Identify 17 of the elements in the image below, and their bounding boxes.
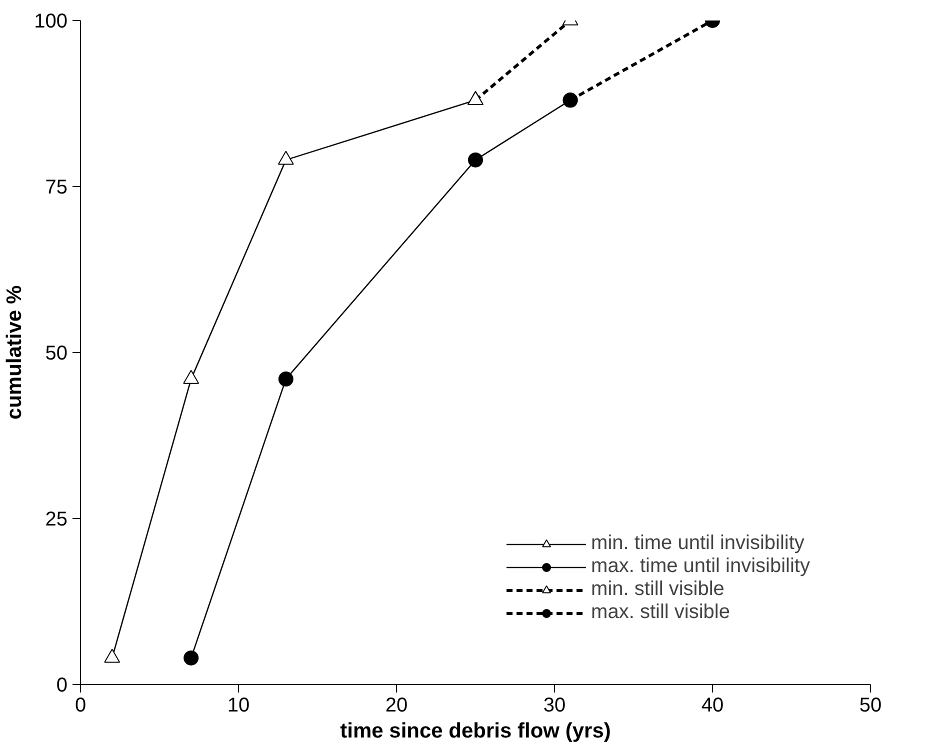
x-tick-label: 20 [385,694,408,716]
x-tick-label: 0 [74,694,86,716]
x-tick-label: 10 [227,694,250,716]
legend-label: max. time until invisibility [591,555,810,578]
x-tick-label: 50 [859,694,882,716]
x-tick-label: 40 [701,694,724,716]
legend-label: max. still visible [591,601,730,624]
y-axis-title: cumulative % [3,285,26,420]
y-tick-label: 100 [34,10,68,32]
x-axis-title: time since debris flow (yrs) [340,720,611,742]
y-tick-label: 25 [45,508,68,530]
legend-label: min. still visible [591,578,724,601]
y-tick-label: 75 [45,176,68,198]
legend-label: min. time until invisibility [591,532,804,555]
x-tick-label: 30 [543,694,566,716]
y-tick-label: 50 [45,342,68,364]
y-tick-label: 0 [56,674,68,696]
